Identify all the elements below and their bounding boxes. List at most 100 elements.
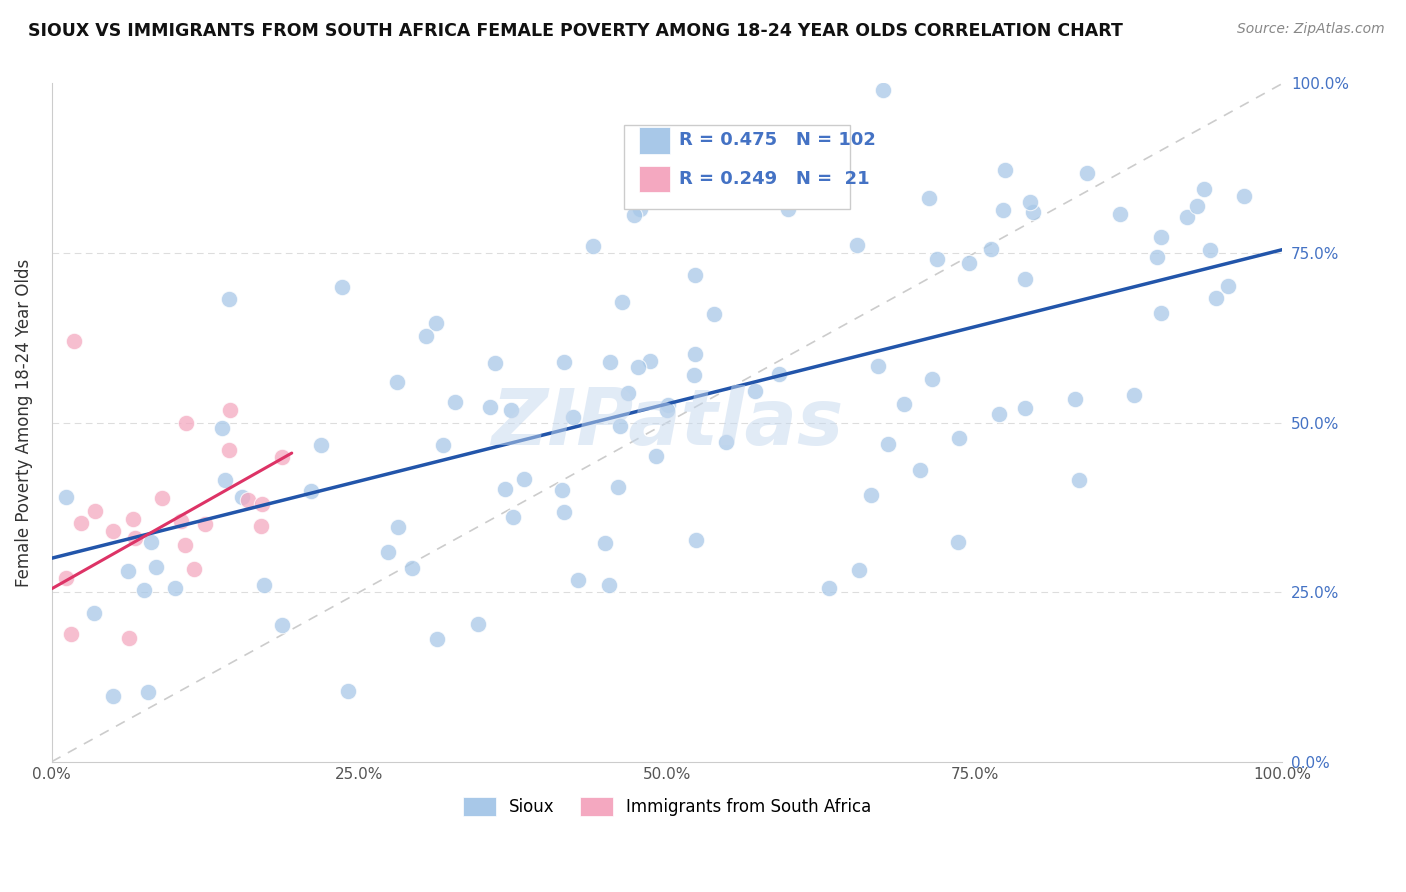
Point <box>330 280 353 294</box>
Point <box>478 400 501 414</box>
Point <box>1199 243 1222 257</box>
Point <box>1192 182 1215 196</box>
Point <box>876 436 898 450</box>
Point <box>136 685 159 699</box>
Point <box>703 307 725 321</box>
Point <box>150 491 173 505</box>
Point <box>250 497 273 511</box>
Point <box>83 606 105 620</box>
Point <box>567 573 589 587</box>
Point <box>173 538 195 552</box>
Point <box>218 292 240 306</box>
Point <box>1233 189 1256 203</box>
Point <box>59 627 82 641</box>
Point <box>1014 272 1036 286</box>
Point <box>385 375 408 389</box>
Point <box>311 438 333 452</box>
Point <box>1109 206 1132 220</box>
Point <box>211 421 233 435</box>
Point <box>685 533 707 547</box>
Point <box>957 256 980 270</box>
Point <box>638 353 661 368</box>
Point <box>499 403 522 417</box>
Text: R = 0.475   N = 102: R = 0.475 N = 102 <box>679 131 876 149</box>
Point <box>683 347 706 361</box>
Point <box>83 504 105 518</box>
Text: SIOUX VS IMMIGRANTS FROM SOUTH AFRICA FEMALE POVERTY AMONG 18-24 YEAR OLDS CORRE: SIOUX VS IMMIGRANTS FROM SOUTH AFRICA FE… <box>28 22 1123 40</box>
Point <box>484 356 506 370</box>
Point <box>101 689 124 703</box>
Point <box>512 472 534 486</box>
Point <box>426 632 449 646</box>
Point <box>299 483 322 498</box>
Point <box>121 512 143 526</box>
Point <box>598 578 620 592</box>
Point <box>921 372 943 386</box>
Point <box>1067 473 1090 487</box>
Point <box>582 239 605 253</box>
Point <box>124 531 146 545</box>
Point <box>117 565 139 579</box>
Point <box>593 536 616 550</box>
Point <box>103 524 125 538</box>
Point <box>599 355 621 369</box>
Point <box>1063 392 1085 407</box>
Point <box>271 450 294 465</box>
Point <box>415 329 437 343</box>
Point <box>231 490 253 504</box>
Point <box>980 242 1002 256</box>
Point <box>657 398 679 412</box>
Point <box>425 316 447 330</box>
Point <box>432 438 454 452</box>
Point <box>778 202 800 216</box>
Point <box>183 562 205 576</box>
Point <box>994 162 1017 177</box>
Point <box>744 384 766 398</box>
Point <box>174 416 197 430</box>
Point <box>946 535 969 549</box>
Point <box>1018 195 1040 210</box>
Point <box>467 616 489 631</box>
Point <box>627 359 650 374</box>
Point <box>270 617 292 632</box>
Point <box>218 443 240 458</box>
Point <box>1175 211 1198 225</box>
Point <box>214 473 236 487</box>
Point <box>1149 306 1171 320</box>
Point <box>139 535 162 549</box>
Point <box>253 578 276 592</box>
Point <box>145 559 167 574</box>
Text: ZIPatlas: ZIPatlas <box>491 384 844 460</box>
Point <box>1185 199 1208 213</box>
Point <box>1076 166 1098 180</box>
Point <box>218 402 240 417</box>
Point <box>1022 204 1045 219</box>
Point <box>987 408 1010 422</box>
Point <box>868 359 890 373</box>
Point <box>444 395 467 409</box>
Point <box>645 449 668 463</box>
Point <box>1205 291 1227 305</box>
Point <box>628 202 651 217</box>
Point <box>236 492 259 507</box>
Point <box>872 83 894 97</box>
Point <box>401 560 423 574</box>
Point <box>893 397 915 411</box>
Point <box>502 510 524 524</box>
Point <box>562 410 585 425</box>
Point <box>848 563 870 577</box>
Point <box>818 582 841 596</box>
Legend: Sioux, Immigrants from South Africa: Sioux, Immigrants from South Africa <box>456 790 879 822</box>
Point <box>655 403 678 417</box>
Point <box>1216 278 1239 293</box>
Text: Source: ZipAtlas.com: Source: ZipAtlas.com <box>1237 22 1385 37</box>
Point <box>991 202 1014 217</box>
Point <box>1150 230 1173 244</box>
Point <box>908 463 931 477</box>
Point <box>948 431 970 445</box>
Point <box>387 519 409 533</box>
Point <box>117 632 139 646</box>
Point <box>132 582 155 597</box>
Point <box>377 544 399 558</box>
Point <box>1146 250 1168 264</box>
